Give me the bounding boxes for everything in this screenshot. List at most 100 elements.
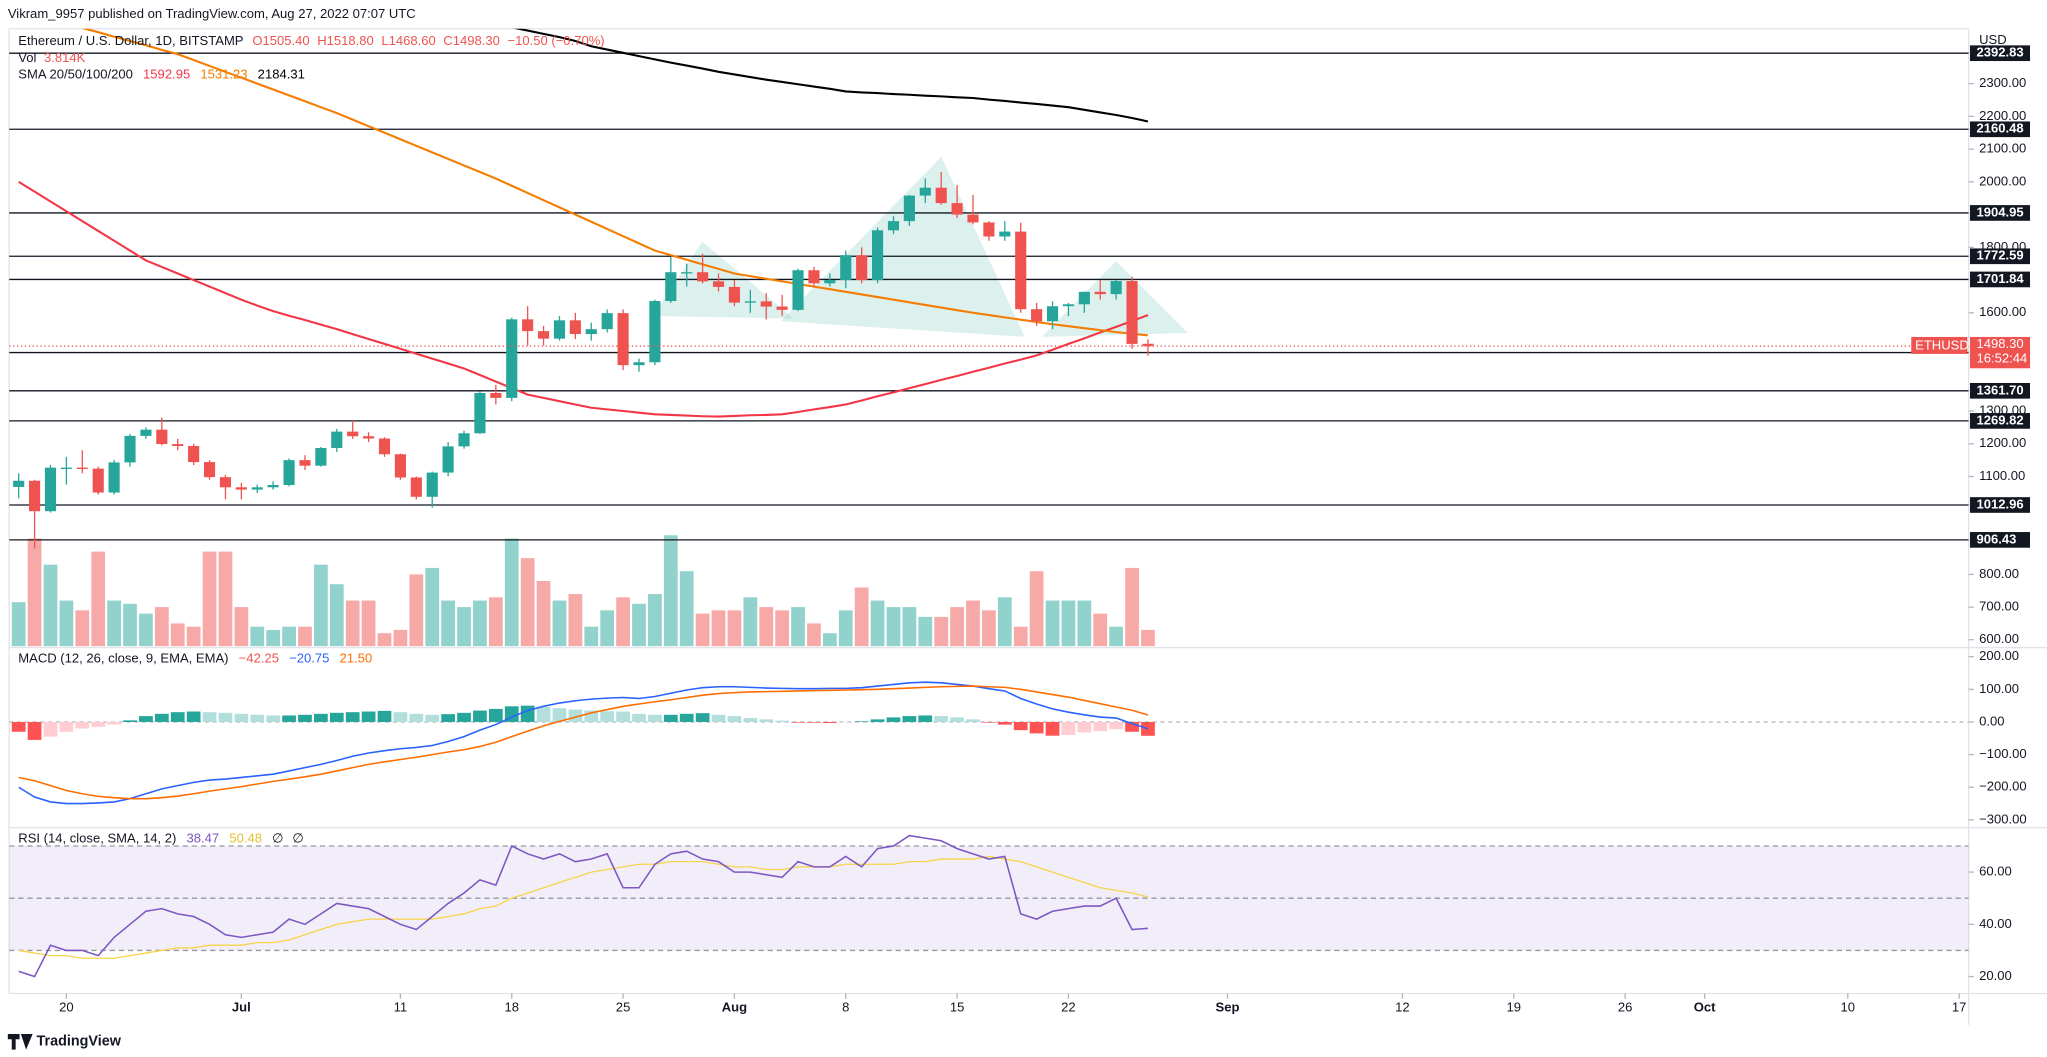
- publisher-line: Vikram_9957 published on TradingView.com…: [8, 6, 416, 21]
- level-tag-label: 1701.84: [1977, 271, 2025, 286]
- volume-bar: [59, 600, 74, 647]
- macd-histogram-bar: [1125, 721, 1139, 732]
- macd-histogram-bar: [107, 721, 121, 725]
- volume-bar: [1061, 600, 1076, 647]
- volume-bar: [139, 613, 153, 647]
- x-tick-label: 8: [842, 999, 849, 1014]
- macd-histogram-bar: [11, 721, 26, 732]
- currency-label: USD: [1979, 32, 2007, 47]
- x-tick-label: Jul: [232, 999, 251, 1014]
- volume-bar: [997, 597, 1012, 647]
- price-tag-label: 1498.30: [1977, 336, 2024, 351]
- level-tag: [1969, 532, 2031, 548]
- level-tag: [1969, 205, 2031, 221]
- candle-body: [903, 195, 915, 222]
- x-tick-label: 17: [1952, 999, 1967, 1014]
- candle-body: [792, 270, 804, 310]
- macd-histogram-bar: [1045, 721, 1060, 736]
- rsi-pane: [9, 834, 1969, 978]
- macd-label: MACD (12, 26, close, 9, EMA, EMA): [18, 651, 228, 666]
- macd-histogram-bar: [870, 719, 885, 722]
- candle-body: [474, 393, 486, 434]
- macd-histogram-bar: [409, 713, 424, 722]
- volume-bar: [616, 597, 630, 647]
- volume-bar: [584, 626, 599, 647]
- volume-bar: [504, 538, 519, 647]
- ohlc-close: C1498.30: [443, 33, 500, 48]
- volume-bar: [536, 580, 551, 647]
- pane-borders: [8, 28, 2047, 1025]
- macd-tick-label: 200.00: [1979, 648, 2019, 663]
- sma-line: [18, 180, 1149, 418]
- macd-histogram-bar: [854, 721, 869, 722]
- macd-tick-label: −100.00: [1979, 746, 2027, 761]
- macd-histogram-bar: [600, 711, 615, 722]
- level-tag-label: 1269.82: [1977, 412, 2024, 427]
- price-tick-label: 1100.00: [1979, 468, 2025, 483]
- candle-body: [1015, 231, 1027, 310]
- candle-body: [29, 480, 41, 512]
- rsi-line: [18, 834, 1149, 978]
- candle-body: [251, 487, 263, 490]
- level-tag-label: 1772.59: [1977, 248, 2024, 263]
- macd-tick-label: −300.00: [1979, 811, 2027, 826]
- volume-bar: [234, 607, 249, 647]
- macd-histogram-bar: [966, 719, 980, 722]
- macd-histogram-bar: [202, 712, 217, 722]
- level-tag-label: 1361.70: [1977, 382, 2024, 397]
- macd-histogram-bar: [488, 708, 503, 722]
- macd-histogram-bar: [616, 711, 630, 722]
- candle-body: [219, 477, 232, 488]
- rsi-sma-value: 50.48: [229, 831, 262, 846]
- volume-bar: [282, 626, 296, 647]
- macd-histogram-bar: [27, 721, 42, 740]
- macd-histogram-bar: [743, 718, 758, 722]
- macd-histogram-bar: [918, 715, 933, 722]
- candle-body: [553, 320, 566, 339]
- level-tag: [1969, 497, 2031, 513]
- volume-tick-label: 700.00: [1979, 599, 2019, 614]
- volume-bar: [329, 584, 344, 647]
- volume-bar: [743, 597, 758, 647]
- macd-histogram-bar: [425, 714, 440, 722]
- candle-body: [92, 468, 104, 493]
- volume-bar: [1077, 600, 1092, 647]
- candle-body: [1110, 281, 1122, 295]
- macd-histogram-bar: [186, 711, 201, 722]
- macd-histogram-bar: [250, 714, 265, 722]
- candle-body: [665, 272, 677, 302]
- volume-bar: [170, 623, 185, 647]
- ohlc-high: H1518.80: [317, 33, 374, 48]
- volume-bar: [91, 551, 106, 647]
- macd-histogram-bar: [822, 721, 837, 723]
- macd-histogram-bar: [759, 719, 774, 722]
- macd-histogram-bar: [377, 710, 392, 722]
- macd-histogram-bar: [695, 713, 710, 722]
- macd-tick-label: −200.00: [1979, 779, 2027, 794]
- macd-histogram-bar: [123, 720, 137, 722]
- volume-bar: [950, 607, 964, 647]
- candle-body: [394, 454, 406, 478]
- macd-histogram-bar: [536, 706, 551, 722]
- volume-bar: [727, 610, 742, 647]
- volume-bar: [552, 600, 567, 647]
- macd-histogram-bar: [266, 715, 281, 722]
- signal-line: [18, 685, 1149, 800]
- candle-body: [1046, 306, 1059, 322]
- candle-body: [76, 467, 88, 469]
- volume-bar: [711, 610, 726, 647]
- volume-bar: [791, 607, 805, 647]
- level-tag: [1969, 413, 2031, 429]
- volume-bar: [425, 567, 440, 647]
- candle-body: [108, 462, 120, 493]
- candle-body: [442, 446, 454, 473]
- volume-bar: [298, 626, 312, 647]
- level-tag: [1969, 121, 2031, 138]
- macd-histogram-bar: [393, 712, 408, 722]
- macd-histogram-bar: [584, 710, 599, 722]
- candle-body: [601, 313, 613, 330]
- symbol-tag: [1911, 336, 1968, 354]
- macd-histogram-bar: [218, 712, 233, 722]
- candle-body: [872, 230, 884, 281]
